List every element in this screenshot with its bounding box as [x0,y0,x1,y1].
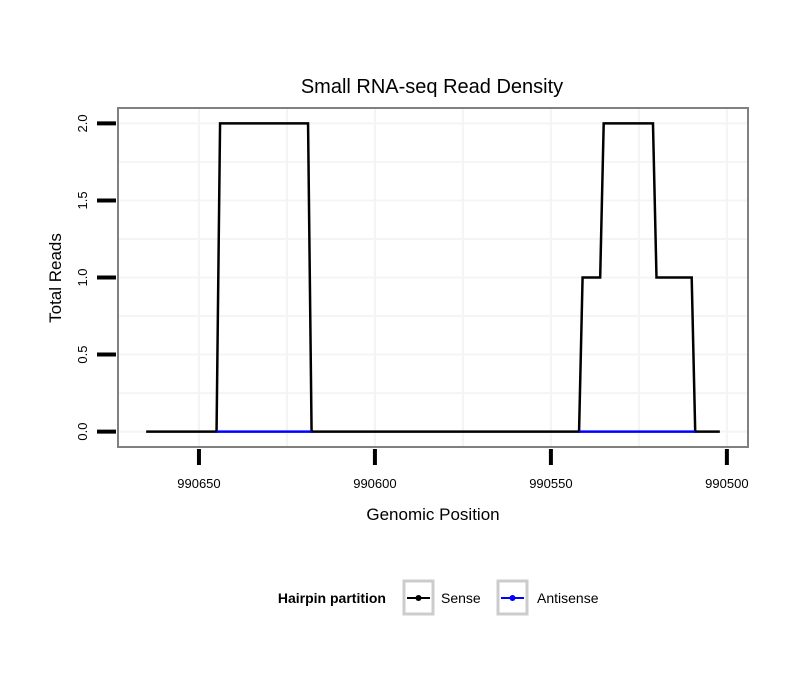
legend-label-sense: Sense [441,590,481,606]
y-tick-label: 2.0 [75,114,90,132]
legend-label-antisense: Antisense [537,590,599,606]
y-tick-label: 1.5 [75,191,90,209]
y-axis-label: Total Reads [46,233,65,323]
legend-item-sense[interactable]: Sense [402,579,481,616]
legend-title: Hairpin partition [278,590,386,606]
legend-dot-sense [415,595,422,601]
legend: Hairpin partition Sense Antisense [278,579,599,616]
x-tick-label: 990550 [529,476,572,491]
x-tick-label: 990600 [353,476,396,491]
y-tick-label: 1.0 [75,268,90,286]
chart-title: Small RNA-seq Read Density [301,76,563,98]
y-tick-label: 0.5 [75,346,90,364]
legend-item-antisense[interactable]: Antisense [496,579,599,616]
series-layer [146,122,720,433]
x-tick-label: 990650 [177,476,220,491]
y-tick-label: 0.0 [75,423,90,441]
legend-dot-antisense [509,595,516,601]
axes-layer: 990650 990600 990550 990500 0.0 0.5 1.0 1.5 2.0 [75,114,749,491]
x-tick-label: 990500 [705,476,748,491]
series-line-sense [146,122,720,433]
x-axis-label: Genomic Position [366,505,499,524]
grid-lines [118,108,748,447]
plot-panel-border [117,107,749,448]
